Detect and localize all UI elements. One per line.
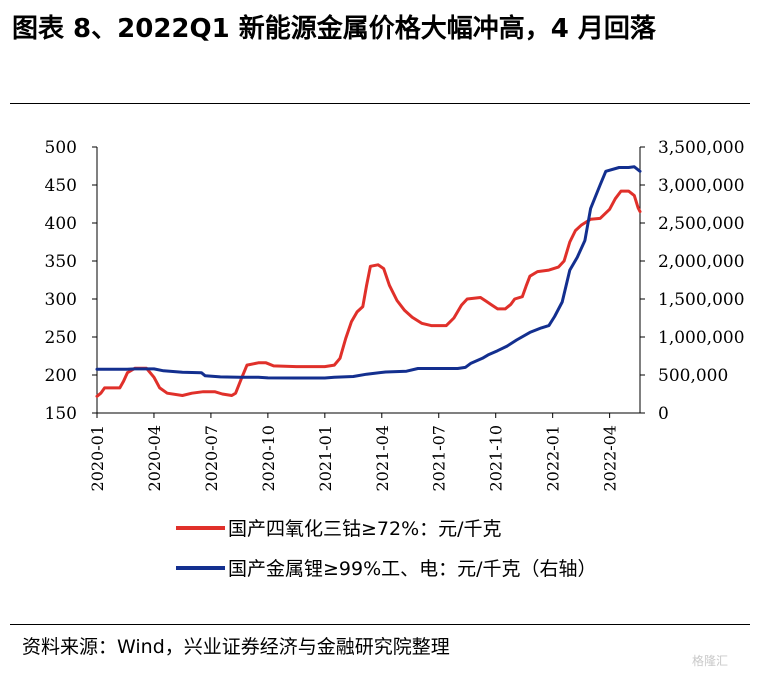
right-tick-label: 1,000,000 <box>658 328 745 348</box>
right-tick-label: 0 <box>658 404 669 424</box>
lithium-metal-price-line <box>95 165 642 380</box>
x-axis: 2020-01 2020-04 2020-07 2020-10 2021-01 2021-… <box>88 412 640 491</box>
x-tick-label: 2020-10 <box>259 425 278 491</box>
legend-label-cobalt: 国产四氧化三钴≥72%：元/千克 <box>228 518 502 540</box>
right-tick-label: 2,000,000 <box>658 252 745 272</box>
right-tick-label: 1,500,000 <box>658 290 745 310</box>
left-tick-label: 400 <box>45 214 77 234</box>
series-layer <box>95 165 642 398</box>
left-tick-label: 250 <box>45 328 77 348</box>
source-note: 资料来源：Wind，兴业证券经济与金融研究院整理 <box>22 636 450 658</box>
x-tick-label: 2021-01 <box>316 425 335 491</box>
left-tick-label: 300 <box>45 290 77 310</box>
legend-label-lithium: 国产金属锂≥99%工、电：元/千克（右轴） <box>228 558 597 580</box>
left-y-axis: 500 450 400 350 300 250 200 150 <box>45 138 98 424</box>
x-tick-label: 2020-01 <box>88 425 107 491</box>
x-tick-label: 2022-04 <box>601 425 620 491</box>
right-tick-label: 500,000 <box>658 366 728 386</box>
right-y-axis: 3,500,000 3,000,000 2,500,000 2,000,000 1,50… <box>639 138 745 424</box>
right-tick-label: 3,000,000 <box>658 176 745 196</box>
x-tick-label: 2021-04 <box>373 425 392 491</box>
figure-title: 图表 8、2022Q1 新能源金属价格大幅冲高，4 月回落 <box>12 14 656 44</box>
cobalt-tetroxide-price-line <box>95 189 642 398</box>
x-tick-label: 2022-01 <box>544 425 563 491</box>
x-tick-label: 2020-07 <box>202 425 221 491</box>
source-divider <box>10 624 750 625</box>
right-tick-label: 3,500,000 <box>658 138 745 158</box>
watermark-text: 格隆汇 <box>692 654 729 668</box>
left-tick-label: 450 <box>45 176 77 196</box>
left-tick-label: 150 <box>45 404 77 424</box>
title-divider <box>10 103 750 104</box>
right-tick-label: 2,500,000 <box>658 214 745 234</box>
left-tick-label: 200 <box>45 366 77 386</box>
x-tick-label: 2021-10 <box>487 425 506 491</box>
x-tick-label: 2020-04 <box>145 425 164 491</box>
left-tick-label: 500 <box>45 138 77 158</box>
x-tick-label: 2021-07 <box>430 425 449 491</box>
left-tick-label: 350 <box>45 252 77 272</box>
